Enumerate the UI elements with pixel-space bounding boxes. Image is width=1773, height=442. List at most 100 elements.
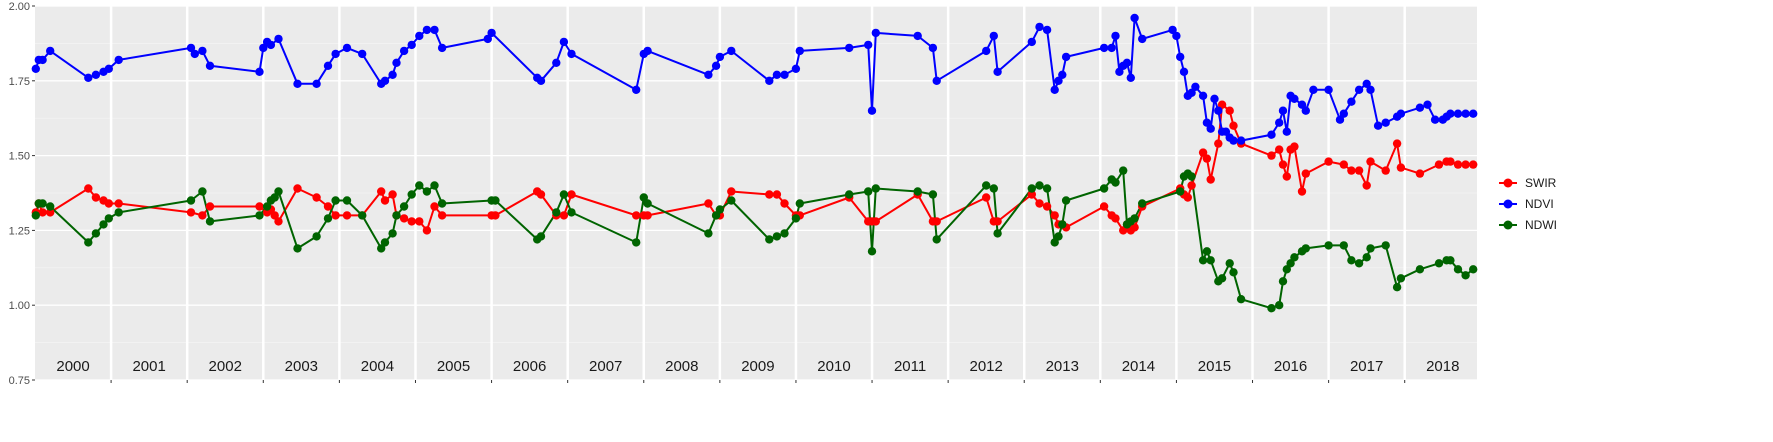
year-label: 2002 [209,358,242,375]
data-point-swir [323,202,333,211]
data-point-swir [704,199,713,208]
data-point-ndvi [1309,85,1318,95]
data-point-ndvi [704,70,713,80]
data-point-ndwi [1324,241,1333,250]
year-label: 2018 [1426,358,1459,375]
data-point-ndwi [415,181,424,190]
y-tick-label: 2.00 [9,1,30,13]
data-point-ndwi [1119,166,1128,175]
data-point-ndwi [1138,199,1147,208]
data-point-ndwi [772,232,782,241]
data-point-ndvi [913,31,922,41]
data-point-ndwi [795,199,804,208]
data-point-ndvi [1206,124,1215,133]
data-point-ndvi [871,28,880,38]
data-point-ndwi [1446,256,1455,265]
data-point-ndvi [864,40,873,50]
data-point-swir [1362,181,1371,190]
data-point-swir [1225,106,1234,115]
year-label: 2010 [817,358,850,375]
data-point-ndwi [989,184,998,193]
data-point-ndvi [31,64,40,74]
data-point-ndvi [1324,85,1333,95]
data-point-ndwi [982,181,991,190]
data-point-ndvi [1035,22,1044,32]
data-point-swir [380,196,390,205]
data-point-ndvi [266,40,276,50]
data-point-ndvi [1461,109,1470,118]
data-point-ndwi [1187,172,1196,181]
year-label: 2008 [665,358,698,375]
data-point-swir [1278,160,1288,169]
data-point-ndwi [1206,256,1215,265]
y-tick-label: 1.50 [9,151,30,163]
data-point-ndvi [989,31,998,41]
data-point-ndwi [552,208,561,217]
data-point-swir [437,211,447,220]
data-point-ndwi [1415,265,1425,274]
data-point-ndvi [1469,109,1478,118]
data-point-ndwi [1282,265,1292,274]
data-point-ndwi [727,196,736,205]
data-point-ndvi [1275,118,1284,127]
data-point-ndvi [1335,115,1345,124]
data-point-ndwi [1362,253,1371,262]
data-point-ndvi [1214,106,1223,115]
data-point-swir [491,211,500,220]
data-point-ndvi [1229,136,1238,145]
data-point-swir [1290,142,1299,151]
data-point-ndwi [1286,259,1295,268]
year-label: 2015 [1198,358,1231,375]
data-point-ndwi [867,247,877,256]
data-point-ndvi [1354,85,1364,95]
data-point-ndwi [536,232,546,241]
data-point-ndvi [437,43,447,53]
data-point-ndvi [795,46,804,56]
data-point-ndwi [270,193,279,202]
data-point-ndvi [1362,79,1371,89]
data-point-swir [1461,160,1470,169]
data-point-ndvi [772,70,782,80]
data-point-swir [1366,157,1375,166]
data-point-ndvi [422,25,432,35]
data-point-ndvi [1027,37,1037,47]
data-point-swir [567,190,576,199]
data-point-ndvi [1054,76,1063,86]
data-point-swir [932,217,941,226]
year-label: 2017 [1350,358,1383,375]
data-point-ndwi [342,196,352,205]
data-point-ndwi [1054,232,1063,241]
data-point-ndwi [392,211,401,220]
data-point-swir [1198,148,1208,157]
year-label: 2013 [1046,358,1079,375]
data-point-ndvi [1373,121,1383,130]
data-point-ndwi [380,238,390,247]
data-point-ndvi [407,40,416,50]
data-point-swir [536,190,546,199]
data-point-swir [1453,160,1463,169]
data-point-ndvi [1430,115,1440,124]
data-point-ndwi [1278,277,1288,286]
data-point-ndvi [1191,82,1200,92]
data-point-ndwi [1434,259,1444,268]
year-label: 2001 [132,358,165,375]
data-point-ndwi [491,196,500,205]
data-point-swir [1111,214,1120,223]
data-point-swir [1217,100,1227,109]
data-point-ndvi [399,46,409,56]
y-tick-label: 1.75 [9,76,30,88]
data-point-ndvi [1381,118,1390,127]
data-point-ndwi [1111,178,1120,187]
legend-key-point-ndwi [1503,220,1513,230]
data-point-ndwi [186,196,196,205]
data-point-ndvi [559,37,569,47]
data-point-swir [388,190,397,199]
data-point-ndvi [765,76,774,86]
data-point-swir [46,208,55,217]
data-point-ndvi [632,85,641,95]
data-point-ndwi [1027,184,1037,193]
data-point-swir [415,217,424,226]
data-point-ndvi [1122,58,1132,67]
data-point-ndvi [1347,97,1356,106]
series-points [31,13,1478,313]
